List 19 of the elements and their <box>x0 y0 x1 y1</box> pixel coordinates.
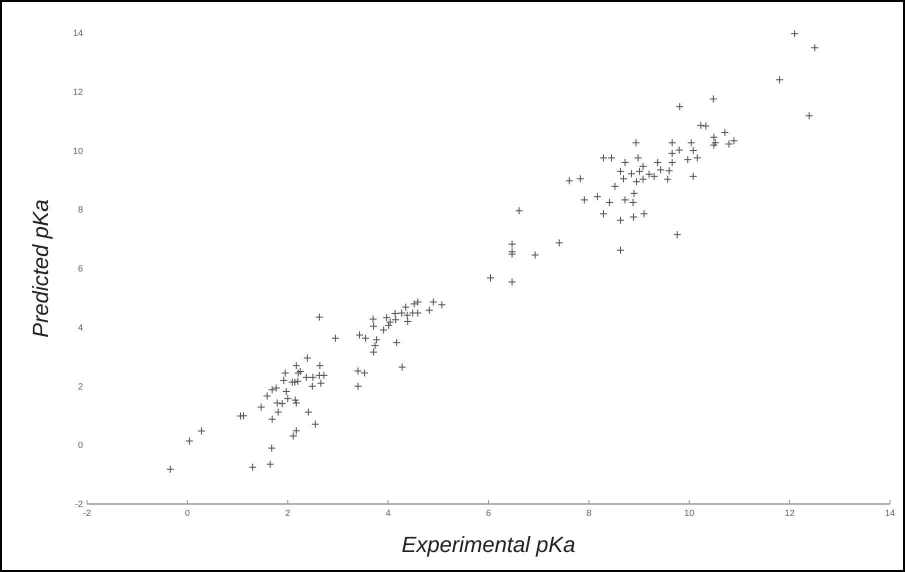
y-tick-label: 8 <box>78 204 83 215</box>
x-tick-label: 0 <box>184 508 190 518</box>
x-tick-label: 12 <box>784 508 795 518</box>
y-tick-label: 10 <box>72 146 83 156</box>
x-axis-title: Experimental pKa <box>402 532 576 557</box>
y-tick-label: 14 <box>72 28 83 38</box>
y-axis-title: Predicted pKa <box>28 199 53 338</box>
x-tick-label: 2 <box>285 508 290 518</box>
y-tick-label: 2 <box>78 381 83 392</box>
y-tick-label: 4 <box>78 322 83 332</box>
y-tick-label: 12 <box>72 86 83 97</box>
x-tick-label: 14 <box>884 508 896 518</box>
y-tick-label: 0 <box>78 440 83 450</box>
x-tick-label: 4 <box>386 508 391 518</box>
x-tick-label: 6 <box>486 508 492 518</box>
y-tick-label: -2 <box>74 499 83 509</box>
y-tick-label: 6 <box>78 264 83 274</box>
x-tick-label: 10 <box>684 508 694 518</box>
x-tick-label: 8 <box>586 508 592 518</box>
